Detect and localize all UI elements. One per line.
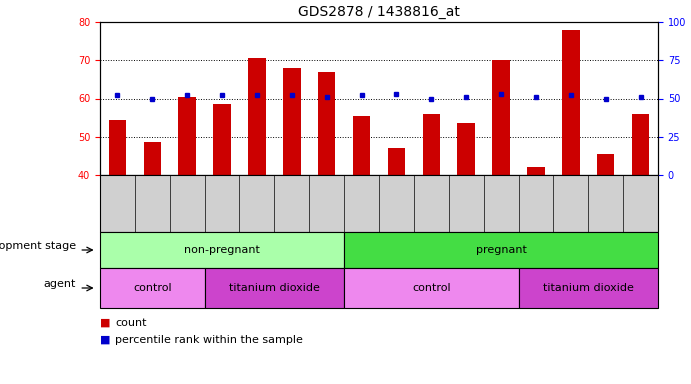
Text: non-pregnant: non-pregnant: [184, 245, 260, 255]
Text: development stage: development stage: [0, 241, 76, 251]
Bar: [457, 123, 475, 175]
Text: ■: ■: [100, 335, 111, 345]
Bar: [144, 142, 161, 175]
Bar: [353, 116, 370, 175]
Bar: [597, 154, 614, 175]
Bar: [423, 114, 440, 175]
Bar: [214, 104, 231, 175]
Text: titanium dioxide: titanium dioxide: [543, 283, 634, 293]
Text: GDS2878 / 1438816_at: GDS2878 / 1438816_at: [298, 5, 460, 19]
Text: control: control: [133, 283, 171, 293]
Bar: [108, 119, 126, 175]
Text: ■: ■: [100, 318, 111, 328]
Text: agent: agent: [44, 279, 76, 289]
Bar: [632, 114, 650, 175]
Text: titanium dioxide: titanium dioxide: [229, 283, 320, 293]
Text: pregnant: pregnant: [475, 245, 527, 255]
Text: control: control: [412, 283, 451, 293]
Bar: [178, 97, 196, 175]
Text: percentile rank within the sample: percentile rank within the sample: [115, 335, 303, 345]
Bar: [493, 60, 510, 175]
Text: count: count: [115, 318, 146, 328]
Bar: [318, 72, 335, 175]
Bar: [562, 30, 580, 175]
Bar: [248, 58, 265, 175]
Bar: [283, 68, 301, 175]
Bar: [388, 148, 405, 175]
Bar: [527, 167, 545, 175]
